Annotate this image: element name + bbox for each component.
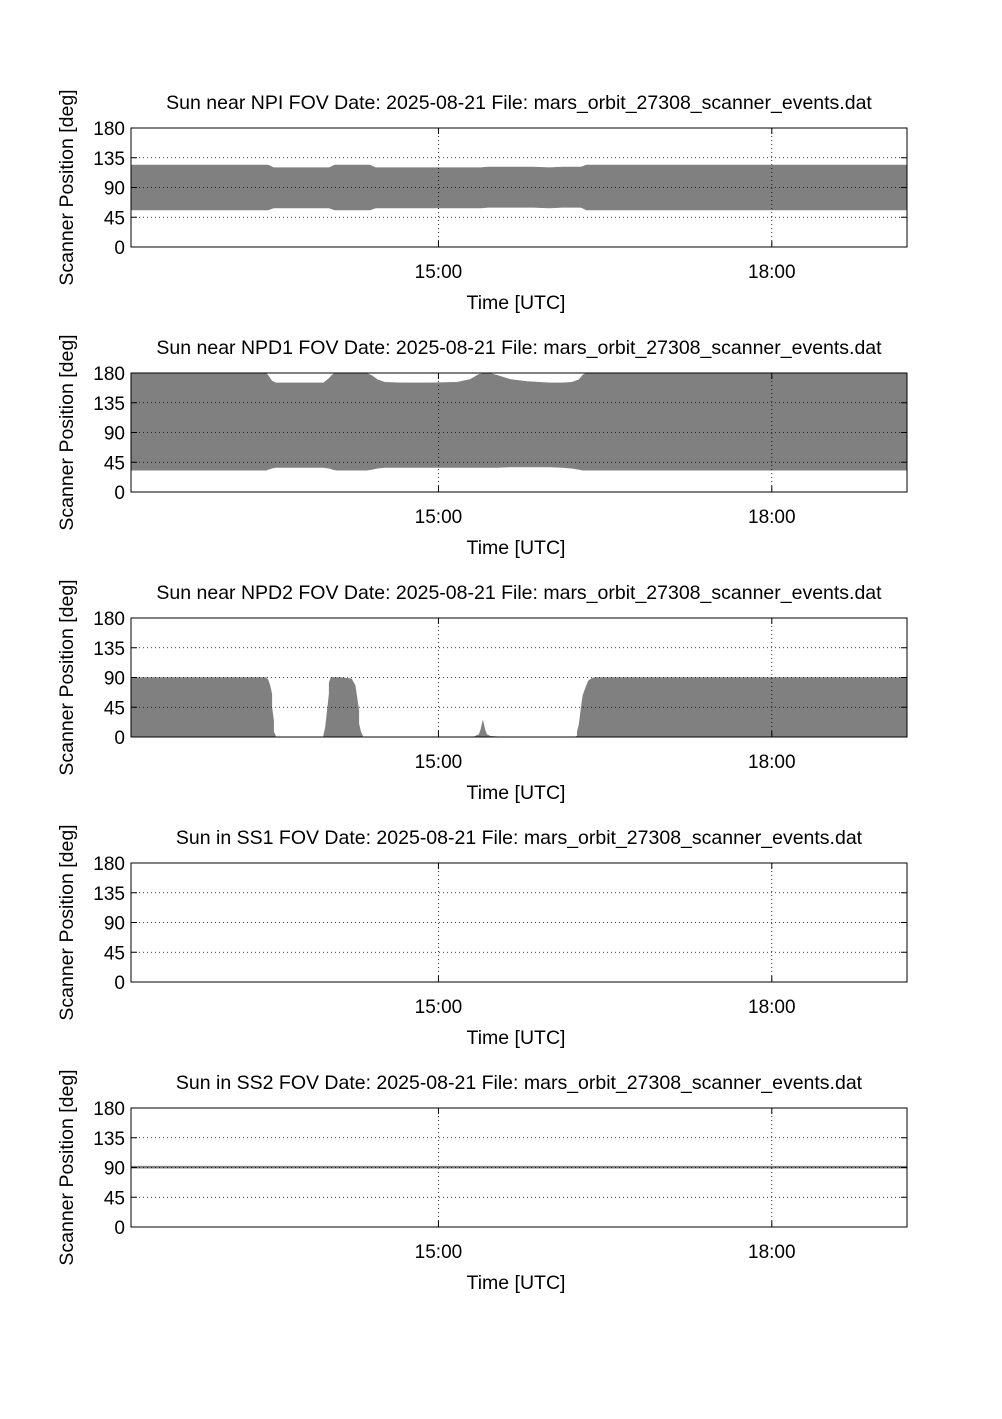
y-tick-label: 90	[104, 914, 125, 935]
chart-title: Sun in SS1 FOV Date: 2025-08-21 File: ma…	[176, 827, 863, 849]
y-axis-label: Scanner Position [deg]	[56, 824, 78, 1020]
chart-title: Sun near NPD2 FOV Date: 2025-08-21 File:…	[156, 582, 882, 604]
x-axis-label: Time [UTC]	[467, 1272, 566, 1294]
y-tick-label: 135	[93, 639, 125, 660]
y-tick-label: 0	[114, 1218, 125, 1239]
y-tick-label: 135	[93, 1129, 125, 1150]
y-tick-label: 45	[104, 943, 125, 964]
chart-title: Sun near NPI FOV Date: 2025-08-21 File: …	[166, 92, 872, 114]
y-tick-label: 180	[93, 364, 125, 385]
x-tick-label: 15:00	[415, 262, 463, 283]
x-tick-label: 15:00	[415, 752, 463, 773]
y-tick-label: 45	[104, 1188, 125, 1209]
x-tick-label: 15:00	[415, 997, 463, 1018]
x-tick-label: 18:00	[748, 507, 796, 528]
y-tick-label: 180	[93, 854, 125, 875]
y-tick-label: 180	[93, 609, 125, 630]
panel-5: 0 45 90 135 180 15:00 18:00 Sun in SS2 FOV Date…	[56, 1069, 908, 1294]
x-tick-label: 15:00	[415, 1242, 463, 1263]
y-tick-label: 135	[93, 149, 125, 170]
x-axis-label: Time [UTC]	[467, 537, 566, 559]
x-tick-label: 18:00	[748, 1242, 796, 1263]
y-axis-label: Scanner Position [deg]	[56, 579, 78, 775]
y-axis-label: Scanner Position [deg]	[56, 89, 78, 285]
chart-title: Sun near NPD1 FOV Date: 2025-08-21 File:…	[156, 337, 882, 359]
y-tick-label: 45	[104, 453, 125, 474]
x-tick-label: 18:00	[748, 752, 796, 773]
panel-1: 0 45 90 135 180 15:00 18:00 Sun near NPI FOV Da…	[56, 89, 908, 314]
x-tick-label: 18:00	[748, 262, 796, 283]
y-tick-label: 135	[93, 394, 125, 415]
y-tick-label: 0	[114, 728, 125, 749]
y-tick-label: 45	[104, 698, 125, 719]
panel-3: 0 45 90 135 180 15:00 18:00 Sun near NPD2 FOV D…	[56, 579, 908, 804]
chart-title: Sun in SS2 FOV Date: 2025-08-21 File: ma…	[176, 1072, 863, 1094]
y-tick-label: 90	[104, 424, 125, 445]
y-tick-label: 135	[93, 884, 125, 905]
x-tick-label: 15:00	[415, 507, 463, 528]
y-tick-label: 45	[104, 208, 125, 229]
panel-2: 0 45 90 135 180 15:00 18:00 Sun near NPD1 FOV D…	[56, 334, 908, 559]
x-axis-label: Time [UTC]	[467, 292, 566, 314]
x-axis-label: Time [UTC]	[467, 782, 566, 804]
y-tick-label: 0	[114, 973, 125, 994]
y-tick-label: 90	[104, 669, 125, 690]
y-tick-label: 0	[114, 483, 125, 504]
y-tick-label: 180	[93, 119, 125, 140]
y-tick-label: 90	[104, 179, 125, 200]
x-axis-label: Time [UTC]	[467, 1027, 566, 1049]
y-tick-label: 180	[93, 1099, 125, 1120]
y-tick-label: 0	[114, 238, 125, 259]
y-tick-label: 90	[104, 1159, 125, 1180]
scanner-coverage-area	[130, 372, 908, 471]
panel-4: 0 45 90 135 180 15:00 18:00 Sun in SS1 FOV Date…	[56, 824, 908, 1049]
x-tick-label: 18:00	[748, 997, 796, 1018]
y-axis-label: Scanner Position [deg]	[56, 1069, 78, 1265]
y-axis-label: Scanner Position [deg]	[56, 334, 78, 530]
